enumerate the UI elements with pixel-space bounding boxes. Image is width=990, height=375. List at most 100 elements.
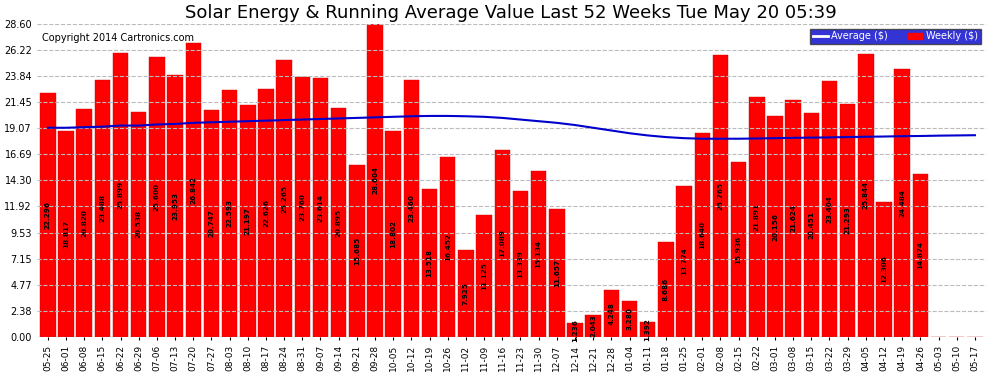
Bar [458, 250, 473, 337]
Bar [276, 60, 292, 337]
Bar [676, 186, 692, 337]
Text: 22.593: 22.593 [227, 199, 233, 227]
Bar [513, 191, 529, 337]
Bar [695, 133, 710, 337]
Text: 20.747: 20.747 [209, 210, 215, 237]
Bar [731, 162, 746, 337]
Text: 8.686: 8.686 [663, 278, 669, 301]
Bar [313, 78, 329, 337]
Text: 21.624: 21.624 [790, 205, 796, 232]
Text: 20.895: 20.895 [336, 209, 342, 237]
Bar [95, 80, 110, 337]
Text: 1.236: 1.236 [572, 319, 578, 342]
Bar [40, 93, 55, 337]
Text: Copyright 2014 Cartronics.com: Copyright 2014 Cartronics.com [42, 33, 194, 43]
Text: 26.842: 26.842 [190, 176, 196, 204]
Bar [804, 113, 819, 337]
Text: 18.640: 18.640 [699, 221, 705, 249]
Bar [422, 189, 438, 337]
Text: 3.280: 3.280 [627, 308, 633, 330]
Text: 16.452: 16.452 [445, 233, 450, 261]
Bar [585, 315, 601, 337]
Text: 4.248: 4.248 [608, 302, 615, 325]
Bar [349, 165, 364, 337]
Bar [858, 54, 873, 337]
Text: 15.936: 15.936 [736, 236, 742, 264]
Text: 20.156: 20.156 [772, 213, 778, 241]
Bar [476, 215, 492, 337]
Bar [222, 90, 238, 337]
Bar [549, 209, 564, 337]
Bar [367, 24, 383, 337]
Bar [240, 105, 255, 337]
Bar [204, 110, 219, 337]
Bar [767, 116, 783, 337]
Text: 20.451: 20.451 [808, 211, 815, 239]
Bar [876, 202, 892, 337]
Text: 15.134: 15.134 [536, 240, 542, 268]
Text: 13.774: 13.774 [681, 248, 687, 275]
Text: 23.614: 23.614 [318, 194, 324, 222]
Bar [785, 100, 801, 337]
Bar [440, 157, 455, 337]
Text: 25.899: 25.899 [118, 181, 124, 209]
Text: 23.404: 23.404 [827, 195, 833, 223]
Bar [131, 112, 147, 337]
Bar [658, 242, 673, 337]
Text: 23.953: 23.953 [172, 192, 178, 220]
Title: Solar Energy & Running Average Value Last 52 Weeks Tue May 20 05:39: Solar Energy & Running Average Value Las… [185, 4, 838, 22]
Text: 2.043: 2.043 [590, 314, 596, 337]
Bar [640, 322, 655, 337]
Text: 20.538: 20.538 [136, 210, 142, 238]
Text: 25.765: 25.765 [718, 182, 724, 210]
Text: 21.891: 21.891 [753, 203, 759, 231]
Text: 1.392: 1.392 [644, 318, 650, 341]
Bar [895, 69, 910, 337]
Bar [113, 53, 129, 337]
Text: 14.874: 14.874 [918, 242, 924, 269]
Text: 25.844: 25.844 [863, 182, 869, 209]
Bar [295, 77, 310, 337]
Text: 21.197: 21.197 [245, 207, 250, 235]
Bar [495, 150, 510, 337]
Bar [331, 108, 346, 337]
Text: 12.306: 12.306 [881, 256, 887, 284]
Bar [749, 97, 764, 337]
Text: 18.817: 18.817 [63, 220, 69, 248]
Text: 28.604: 28.604 [372, 166, 378, 194]
Text: 25.600: 25.600 [153, 183, 159, 211]
Bar [385, 131, 401, 337]
Text: 7.925: 7.925 [463, 282, 469, 305]
Text: 22.296: 22.296 [45, 201, 50, 229]
Text: 24.484: 24.484 [899, 189, 905, 217]
Text: 13.339: 13.339 [518, 250, 524, 278]
Bar [822, 81, 838, 337]
Bar [167, 75, 183, 337]
Bar [604, 290, 619, 337]
Bar [622, 301, 638, 337]
Text: 25.265: 25.265 [281, 184, 287, 213]
Text: 11.125: 11.125 [481, 262, 487, 290]
Text: 20.820: 20.820 [81, 209, 87, 237]
Text: 17.089: 17.089 [499, 230, 505, 257]
Text: 21.293: 21.293 [844, 206, 850, 234]
Text: 23.760: 23.760 [299, 193, 305, 221]
Text: 15.685: 15.685 [353, 237, 359, 265]
Bar [913, 174, 928, 337]
Bar [840, 104, 855, 337]
Text: 11.657: 11.657 [553, 259, 559, 287]
Text: 13.518: 13.518 [427, 249, 433, 277]
Bar [185, 43, 201, 337]
Text: 18.802: 18.802 [390, 220, 396, 248]
Bar [404, 80, 419, 337]
Bar [713, 55, 729, 337]
Text: 23.488: 23.488 [99, 194, 105, 222]
Bar [567, 323, 583, 337]
Bar [58, 131, 73, 337]
Bar [76, 109, 92, 337]
Bar [531, 171, 546, 337]
Legend: Average ($), Weekly ($): Average ($), Weekly ($) [810, 28, 981, 44]
Bar [258, 89, 273, 337]
Bar [149, 57, 164, 337]
Text: 22.626: 22.626 [263, 199, 269, 227]
